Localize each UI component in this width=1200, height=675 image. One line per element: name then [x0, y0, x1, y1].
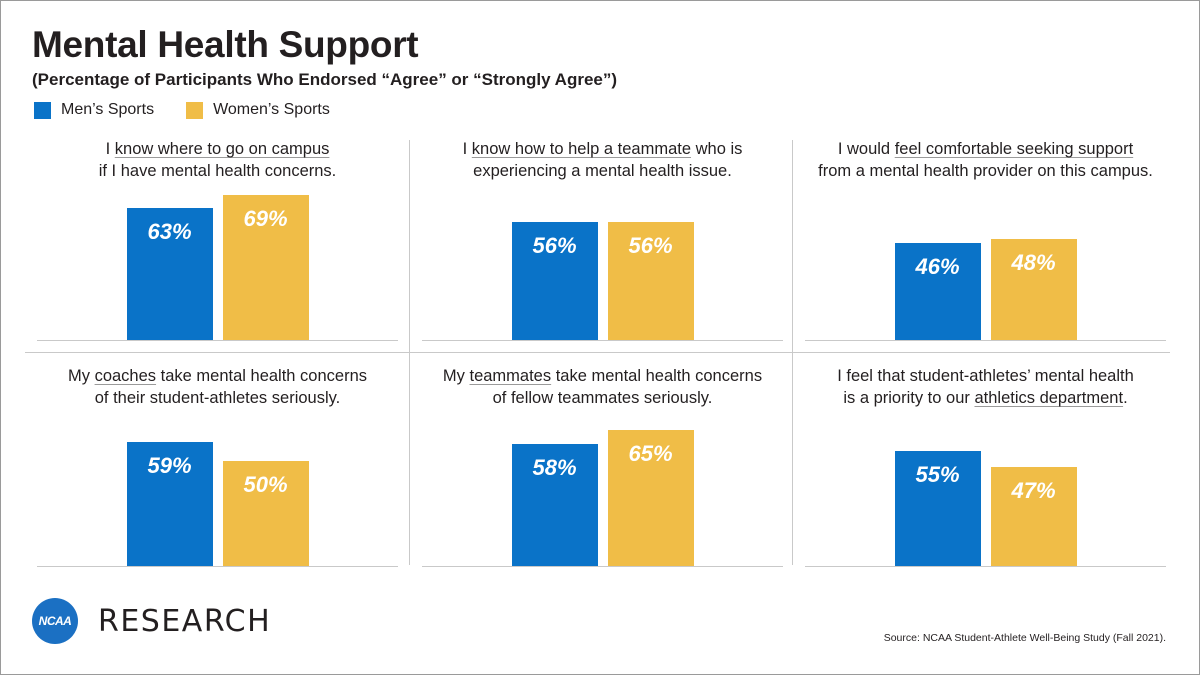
bar-womens: 48% [990, 239, 1077, 340]
legend: Men’s Sports Women’s Sports [34, 101, 362, 119]
ncaa-logo: NCAA RESEARCH [32, 598, 271, 644]
bar-womens: 65% [607, 429, 694, 566]
bar-mens: 46% [894, 243, 981, 340]
bar-mens: 59% [126, 442, 213, 566]
legend-item-mens: Men’s Sports [34, 101, 154, 119]
chart-panel: I know how to help a teammate who is expe… [410, 138, 795, 342]
panel-baseline [37, 340, 398, 341]
bar-mens: 56% [511, 222, 598, 340]
bar-mens: 55% [894, 450, 981, 566]
panel-title: I feel that student-athletes’ mental hea… [793, 365, 1178, 409]
bar-value-label: 48% [1011, 250, 1056, 276]
chart-subtitle: (Percentage of Participants Who Endorsed… [32, 70, 618, 89]
panel-title-text: experiencing a mental health issue. [473, 162, 732, 180]
panel-title-emphasis: feel comfortable seeking support [894, 140, 1134, 158]
panel-title-text: if I have mental health concerns. [98, 162, 337, 180]
panel-title: I know how to help a teammate who is expe… [410, 138, 795, 182]
bar-value-label: 56% [532, 233, 577, 259]
bar-womens: 69% [222, 195, 309, 340]
legend-label-mens: Men’s Sports [61, 101, 155, 118]
panel-title-text: I [105, 140, 115, 158]
panel-title-emphasis: coaches [94, 367, 157, 385]
panel-title-text: I [462, 140, 472, 158]
bar-mens: 58% [511, 444, 598, 566]
bar-womens: 47% [990, 467, 1077, 566]
panel-title-text: My [442, 367, 470, 385]
panel-title-text: who is [691, 140, 743, 158]
panel-title-emphasis: athletics department [974, 389, 1124, 407]
panel-title-emphasis: know how to help a teammate [471, 140, 692, 158]
panel-title: I know where to go on campus if I have me… [25, 138, 410, 182]
panel-title: My teammates take mental health concerns… [410, 365, 795, 409]
legend-swatch-mens [34, 101, 51, 119]
panel-title-emphasis: know where to go on campus [114, 140, 330, 158]
bar-value-label: 59% [147, 453, 192, 479]
bar-value-label: 56% [628, 233, 673, 259]
legend-item-womens: Women’s Sports [186, 101, 330, 119]
chart-panel: My coaches take mental health concerns of… [25, 365, 410, 568]
bar-womens: 56% [607, 222, 694, 340]
chart-panel: I feel that student-athletes’ mental hea… [793, 365, 1178, 568]
panel-baseline [422, 566, 783, 567]
panel-title: My coaches take mental health concerns of… [25, 365, 410, 409]
panel-baseline [422, 340, 783, 341]
bar-value-label: 55% [915, 461, 960, 487]
panel-title-text: from a mental health provider on this ca… [818, 162, 1153, 180]
research-wordmark: RESEARCH [98, 603, 272, 639]
panel-title-text: take mental health concerns [156, 367, 368, 385]
chart-panel: I know where to go on campus if I have me… [25, 138, 410, 342]
bar-value-label: 58% [532, 455, 577, 481]
panel-title-emphasis: teammates [469, 367, 552, 385]
panel-title-text: is a priority to our [843, 389, 975, 407]
chart-title: Mental Health Support [32, 24, 419, 65]
panel-title-text: My [67, 367, 95, 385]
panel-title-text: of their student-athletes seriously. [94, 389, 341, 407]
panel-title-text: take mental health concerns [551, 367, 763, 385]
bar-value-label: 63% [147, 218, 192, 244]
legend-label-womens: Women’s Sports [213, 101, 330, 118]
chart-panel: I would feel comfortable seeking support… [793, 138, 1178, 342]
panel-title-text: I would [837, 140, 895, 158]
bar-value-label: 46% [915, 254, 960, 280]
panel-title-text: of fellow teammates seriously. [492, 389, 713, 407]
panel-baseline [805, 566, 1166, 567]
chart-panel: My teammates take mental health concerns… [410, 365, 795, 568]
bar-value-label: 65% [628, 440, 673, 466]
source-note: Source: NCAA Student-Athlete Well-Being … [883, 632, 1166, 644]
row-divider [25, 352, 1170, 353]
panel-title-text: . [1123, 389, 1128, 407]
bar-womens: 50% [222, 461, 309, 566]
bar-mens: 63% [126, 207, 213, 340]
panel-title-text: I feel that student-athletes’ mental hea… [837, 367, 1134, 385]
panel-baseline [805, 340, 1166, 341]
bar-value-label: 69% [243, 206, 288, 232]
panel-title: I would feel comfortable seeking support… [793, 138, 1178, 182]
ncaa-badge: NCAA [32, 598, 78, 644]
legend-swatch-womens [186, 101, 204, 119]
panel-baseline [37, 566, 398, 567]
bar-value-label: 50% [243, 472, 288, 497]
bar-value-label: 47% [1011, 478, 1056, 504]
